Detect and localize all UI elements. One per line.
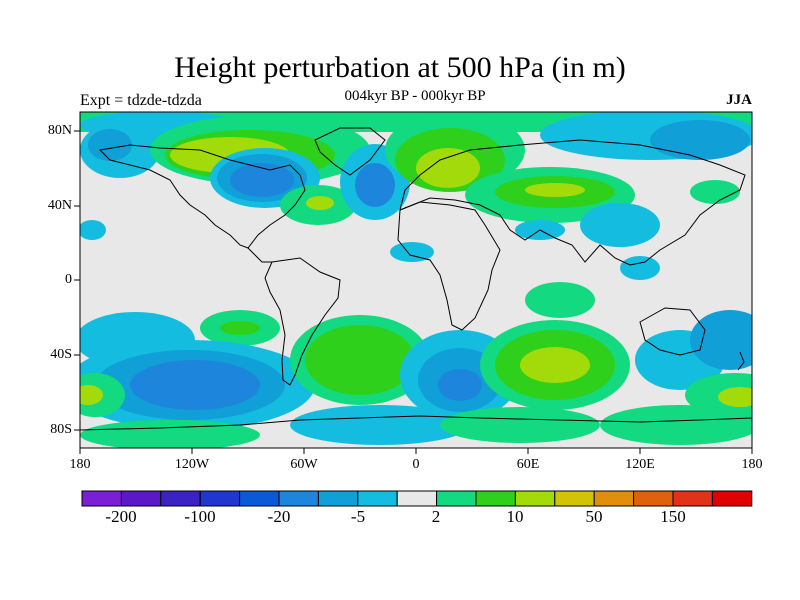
colorbar-swatch [436, 490, 477, 507]
colorbar-label: 50 [585, 507, 603, 526]
lon-label: 0 [412, 457, 420, 472]
contour-region [718, 387, 752, 407]
colorbar-swatch [593, 490, 635, 507]
colorbar-label: -20 [267, 507, 291, 526]
new-zealand-coast [737, 351, 745, 371]
lat-label: 0 [65, 272, 72, 287]
colorbar-swatch [396, 490, 438, 507]
contour-region [416, 148, 480, 188]
colorbar-label: 2 [431, 507, 441, 526]
lat-label: 80S [50, 422, 72, 437]
contour-region [305, 325, 415, 395]
central-america-coast [247, 247, 272, 263]
colorbar-swatch [199, 490, 241, 507]
contour-region [80, 420, 260, 448]
lat-label: 40S [50, 347, 72, 362]
lon-label: 120E [625, 457, 655, 472]
contour-region [130, 360, 260, 410]
lat-label: 40N [47, 198, 72, 213]
colorbar-label: -200 [105, 507, 137, 526]
colorbar-swatch [278, 490, 319, 507]
contour-region [580, 203, 660, 247]
colorbar-swatch [357, 490, 398, 507]
colorbar-swatch [711, 490, 753, 507]
colorbar-swatch [475, 490, 516, 507]
map-title: Height perturbation at 500 hPa (in m) [174, 51, 626, 84]
contour-region [690, 180, 740, 204]
colorbar-label: -5 [350, 507, 366, 526]
colorbar [81, 490, 753, 507]
colorbar-swatch [81, 490, 122, 507]
contour-region [438, 369, 482, 401]
map-subtitle: 004kyr BP - 000kyr BP [344, 88, 486, 104]
contour-region [290, 405, 470, 445]
colorbar-swatch [239, 490, 280, 507]
colorbar-swatch [120, 490, 162, 507]
lon-label: 180 [69, 457, 91, 472]
season-label: JJA [726, 92, 752, 108]
contour-region [230, 163, 294, 197]
colorbar-swatch [672, 490, 713, 507]
contour-region [390, 242, 434, 262]
lat-label: 80N [47, 123, 72, 138]
north-america-coast [98, 144, 306, 249]
experiment-label: Expt = tdzde-tdzda [80, 92, 202, 109]
contour-region [620, 256, 660, 280]
contour-region [355, 163, 395, 207]
contour-region [525, 282, 595, 318]
contour-region [600, 405, 752, 445]
africa-coast [397, 201, 501, 331]
colorbar-label: -100 [184, 507, 216, 526]
contour-region [520, 347, 590, 383]
colorbar-swatch [633, 490, 674, 507]
lon-label: 180 [741, 457, 763, 472]
australia-coast [639, 307, 706, 356]
lon-label: 60E [516, 457, 540, 472]
colorbar-swatch [514, 490, 556, 507]
lon-label: 60W [290, 457, 318, 472]
south-america-coast [264, 257, 341, 386]
greenland-coast [314, 127, 386, 176]
colorbar-swatch [554, 490, 595, 507]
lon-label: 120W [174, 457, 210, 472]
colorbar-swatch [317, 490, 359, 507]
contour-region [650, 120, 750, 160]
contour-region [80, 220, 106, 240]
contour-region [440, 407, 600, 443]
contour-region [525, 183, 585, 197]
contour-region [306, 196, 334, 210]
colorbar-label: 150 [660, 507, 686, 526]
colorbar-swatch [160, 490, 201, 507]
contour-region [220, 321, 260, 335]
contour-field [80, 112, 752, 448]
eurasia-coast [399, 139, 746, 266]
axis-ticks [74, 130, 753, 454]
coastlines [80, 127, 752, 431]
contour-region [88, 129, 132, 161]
colorbar-label: 10 [506, 507, 524, 526]
antarctica-coast [80, 415, 752, 431]
contour-region [80, 385, 103, 405]
contour-region [690, 310, 752, 370]
